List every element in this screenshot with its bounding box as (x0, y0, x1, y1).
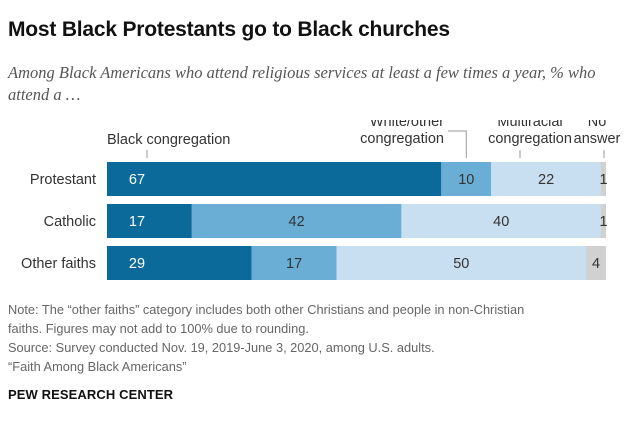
value-label: 67 (129, 172, 145, 188)
value-label: 1 (599, 172, 607, 188)
legend-label: No (588, 120, 607, 130)
legend-label: Multiracial (497, 120, 562, 130)
value-label: 17 (286, 256, 302, 272)
legend-label: Black congregation (107, 132, 230, 148)
bar-segment (191, 204, 402, 238)
value-label: 29 (129, 256, 145, 272)
value-label: 50 (453, 256, 469, 272)
bar-segment (401, 204, 602, 238)
category-label: Protestant (30, 172, 96, 188)
bar-segment (601, 204, 606, 238)
legend-label: congregation (488, 131, 572, 147)
legend-label: congregation (360, 131, 444, 147)
value-label: 22 (538, 172, 554, 188)
value-label: 10 (458, 172, 474, 188)
category-label: Catholic (44, 214, 96, 230)
bar-segment (107, 246, 252, 280)
legend-leader-line (448, 130, 467, 158)
note-block: Note: The “other faiths” category includ… (8, 300, 633, 376)
value-label: 40 (493, 214, 509, 230)
bar-segment (441, 162, 492, 196)
bar-segment (586, 246, 606, 280)
bar-segment (336, 246, 587, 280)
note-line-1: Note: The “other faiths” category includ… (8, 302, 525, 317)
legend-label: answer (574, 131, 621, 147)
pew-logo-text: PEW RESEARCH CENTER (8, 387, 174, 402)
bar-segment (251, 246, 337, 280)
legend-label: White/other (370, 120, 444, 130)
category-label: Other faiths (21, 256, 96, 272)
value-label: 42 (289, 214, 305, 230)
source-line: Source: Survey conducted Nov. 19, 2019-J… (8, 340, 435, 355)
value-label: 4 (592, 256, 600, 272)
bar-segment (107, 162, 442, 196)
chart-title: Most Black Protestants go to Black churc… (8, 18, 450, 41)
value-label: 17 (129, 214, 145, 230)
report-title-line: “Faith Among Black Americans” (8, 359, 187, 374)
bar-segment (601, 162, 606, 196)
stacked-bar-chart: Protestant 67 10 22 1 Catholic 17 42 40 1 Other fa… (21, 120, 621, 280)
chart-subtitle: Among Black Americans who attend religio… (8, 63, 596, 104)
note-line-2: faiths. Figures may not add to 100% due … (8, 321, 309, 336)
bar-segment (491, 162, 602, 196)
bar-segment (107, 204, 192, 238)
value-label: 1 (599, 214, 607, 230)
